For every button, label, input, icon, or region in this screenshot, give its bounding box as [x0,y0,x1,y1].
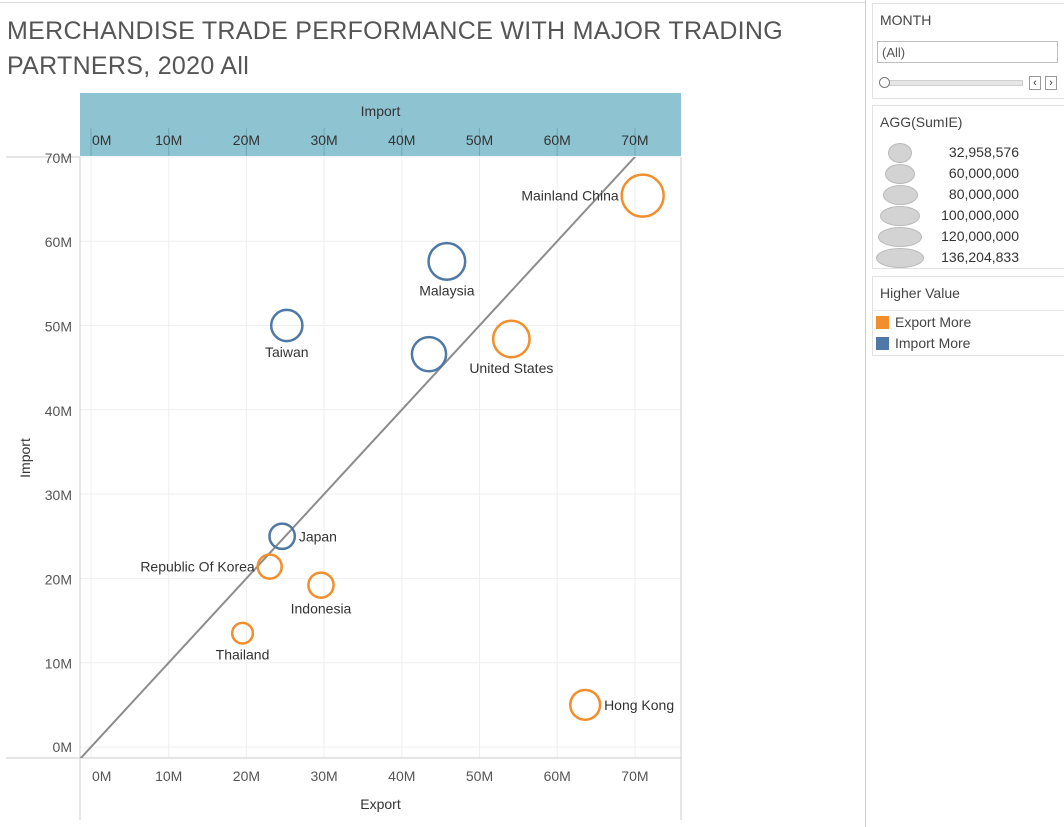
size-legend-oval [878,227,922,247]
data-label: Republic Of Korea [140,559,255,575]
x-axis-title: Export [360,796,401,812]
size-legend-item: 136,204,833 [873,247,1064,268]
title-line-1: MERCHANDISE TRADE PERFORMANCE WITH MAJOR… [7,17,784,45]
size-legend-oval [888,143,912,163]
title-line-2: PARTNERS, 2020 All [7,52,250,80]
color-legend: Higher Value Export More Import More [872,276,1064,356]
x-axis-tick-label: 50M [466,768,493,784]
chevron-left-icon: ‹ [1033,77,1037,89]
size-legend-oval [876,248,924,268]
color-legend-divider [873,310,1064,311]
chevron-right-icon: › [1049,77,1053,89]
chart-title: MERCHANDISE TRADE PERFORMANCE WITH MAJOR… [7,14,807,84]
bubble-indonesia [307,571,335,599]
top-axis-tick-label: 60M [544,132,571,148]
y-axis-tick-label: 70M [45,150,72,166]
color-legend-title: Higher Value [880,285,960,301]
y-axis-tick-label: 20M [45,571,72,587]
month-filter-dropdown[interactable]: (All) [877,41,1058,63]
size-legend: AGG(SumIE) 32,958,576 60,000,000 80,000,… [872,105,1064,269]
size-legend-item: 80,000,000 [873,184,1064,205]
y-axis-tick-label: 60M [45,234,72,250]
legend-item-import-more[interactable]: Import More [876,333,970,353]
plot-area [80,157,681,758]
x-axis-tick-label: 40M [388,768,415,784]
size-legend-item: 60,000,000 [873,163,1064,184]
top-axis-band [80,93,681,156]
x-axis-tick-label: 10M [155,768,182,784]
size-legend-oval [883,185,918,205]
x-axis-tick-label: 60M [544,768,571,784]
top-axis-tick-label: 10M [155,132,182,148]
x-axis-tick-label: 0M [92,768,111,784]
data-label: Japan [299,528,337,544]
y-axis-title: Import [17,438,33,478]
top-axis-tick-label: 40M [388,132,415,148]
size-legend-item: 32,958,576 [873,142,1064,163]
legend-swatch [876,337,889,350]
panel-divider [865,0,866,827]
x-axis-tick-label: 20M [233,768,260,784]
bubble-hong-kong [569,688,602,722]
top-border [0,2,866,3]
bubble-malaysia [427,241,467,281]
top-axis-tick-label: 30M [310,132,337,148]
size-legend-title: AGG(SumIE) [880,114,963,130]
data-label: Malaysia [419,283,474,299]
bubble-mainland-china [620,173,665,218]
slider-handle[interactable] [879,77,890,88]
next-month-button[interactable]: › [1045,76,1057,90]
size-legend-item: 120,000,000 [873,226,1064,247]
top-axis-title: Import [361,103,401,119]
reference-line [80,157,637,758]
bubble-thailand [230,621,255,645]
top-axis-tick-label: 20M [233,132,260,148]
top-axis-tick-label: 70M [621,132,648,148]
size-legend-oval [885,164,915,184]
slider-track [883,80,1023,86]
data-label: Thailand [216,647,270,663]
top-axis-tick-label: 50M [466,132,493,148]
x-axis-tick-label: 30M [310,768,337,784]
bubble-republic-of-korea [256,553,283,580]
month-filter-panel: MONTH (All) ‹ › [872,3,1064,99]
y-axis-tick-label: 0M [53,739,72,755]
y-axis-tick-label: 40M [45,403,72,419]
data-label: Taiwan [265,344,309,360]
previous-month-button[interactable]: ‹ [1029,76,1041,90]
scatter-chart[interactable]: Import 0M 10M 20M 30M 40M 50M 60M 70M 0M 10M 20M 30M… [0,0,866,827]
bubble-unlabeled [410,335,448,373]
x-axis-tick-label: 70M [621,768,648,784]
bubble-japan [268,522,297,551]
top-axis-tick-label: 0M [92,132,111,148]
size-legend-oval [880,206,920,226]
y-axis-tick-label: 30M [45,487,72,503]
month-filter-title: MONTH [880,12,932,28]
bubble-taiwan [269,308,304,343]
month-slider[interactable] [879,77,1023,88]
data-label: Mainland China [521,188,618,204]
bubble-united-states [491,319,531,359]
legend-item-export-more[interactable]: Export More [876,312,971,332]
legend-swatch [876,316,889,329]
data-label: Hong Kong [604,697,674,713]
y-axis-tick-label: 10M [45,656,72,672]
y-axis-tick-label: 50M [45,319,72,335]
size-legend-item: 100,000,000 [873,205,1064,226]
data-label: United States [469,360,553,376]
data-label: Indonesia [291,601,352,617]
